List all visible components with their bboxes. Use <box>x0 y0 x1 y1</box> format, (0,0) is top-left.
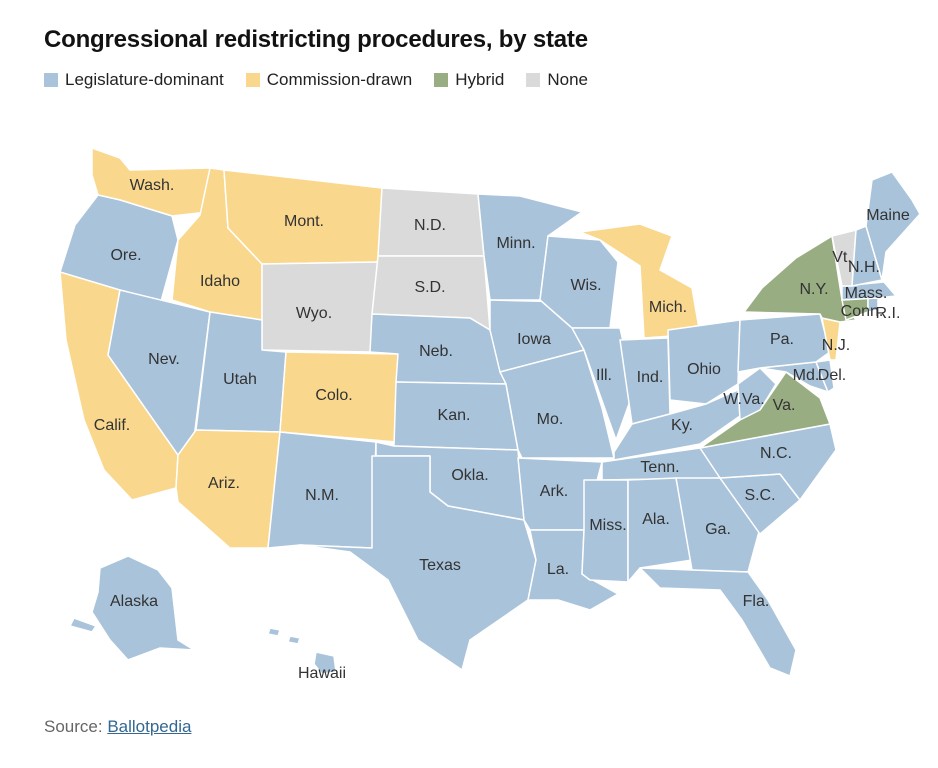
us-map: Wash. Ore. Calif. Nev. Idaho Mont. Wyo. … <box>59 147 921 682</box>
label-idaho: Idaho <box>200 273 240 290</box>
label-la: La. <box>547 561 569 578</box>
state-mich[interactable] <box>579 223 701 339</box>
label-okla: Okla. <box>451 467 488 484</box>
label-wva: W.Va. <box>723 391 765 408</box>
label-iowa: Iowa <box>517 331 551 348</box>
legend-swatch-none <box>526 73 541 87</box>
label-tenn: Tenn. <box>640 459 679 476</box>
label-kan: Kan. <box>438 407 471 424</box>
legend-item-commission: Commission-drawn <box>245 70 413 90</box>
label-mo: Mo. <box>537 411 564 428</box>
source-note: Source: Ballotpedia <box>44 717 191 737</box>
state-shapes <box>59 147 921 677</box>
legend-label-legislature: Legislature-dominant <box>65 70 224 89</box>
label-ala: Ala. <box>642 511 670 528</box>
label-nd: N.D. <box>414 217 446 234</box>
label-hawaii: Hawaii <box>298 665 346 682</box>
label-del: Del. <box>818 367 846 384</box>
legend-swatch-hybrid <box>434 73 449 87</box>
label-fla: Fla. <box>743 593 770 610</box>
state-hawaii-islands <box>267 627 301 645</box>
label-ny: N.Y. <box>799 281 828 298</box>
label-alaska: Alaska <box>110 593 158 610</box>
source-prefix: Source: <box>44 717 108 736</box>
label-ind: Ind. <box>637 369 664 386</box>
label-ill: Ill. <box>596 367 612 384</box>
state-ga[interactable] <box>675 477 761 573</box>
label-mass: Mass. <box>845 285 888 302</box>
label-ariz: Ariz. <box>208 475 240 492</box>
legend-label-commission: Commission-drawn <box>266 70 413 89</box>
state-alaska[interactable] <box>91 555 195 661</box>
label-ky: Ky. <box>671 417 693 434</box>
label-ark: Ark. <box>540 483 568 500</box>
state-ore[interactable] <box>59 194 179 306</box>
legend-item-legislature: Legislature-dominant <box>44 70 224 90</box>
state-mass[interactable] <box>841 281 897 301</box>
label-mont: Mont. <box>284 213 324 230</box>
state-ohio[interactable] <box>667 319 741 405</box>
state-alaska-islands <box>69 617 97 633</box>
label-ri: R.I. <box>876 305 901 322</box>
label-wis: Wis. <box>570 277 601 294</box>
label-ohio: Ohio <box>687 361 721 378</box>
label-conn: Conn. <box>841 303 884 320</box>
legend-label-none: None <box>547 70 589 89</box>
state-ill[interactable] <box>571 327 635 441</box>
label-va: Va. <box>773 397 796 414</box>
state-maine[interactable] <box>865 171 921 281</box>
legend-item-hybrid: Hybrid <box>434 70 504 90</box>
label-ga: Ga. <box>705 521 731 538</box>
label-ore: Ore. <box>110 247 141 264</box>
state-va[interactable] <box>699 371 831 449</box>
label-miss: Miss. <box>589 517 626 534</box>
label-sd: S.D. <box>414 279 445 296</box>
label-nh: N.H. <box>848 259 880 276</box>
label-texas: Texas <box>419 557 461 574</box>
label-wyo: Wyo. <box>296 305 332 322</box>
label-calif: Calif. <box>94 417 130 434</box>
legend-swatch-commission <box>245 73 260 87</box>
label-nev: Nev. <box>148 351 180 368</box>
legend-label-hybrid: Hybrid <box>455 70 505 89</box>
legend-swatch-legislature <box>44 73 58 87</box>
label-minn: Minn. <box>496 235 535 252</box>
map-title: Congressional redistricting procedures, … <box>44 26 588 53</box>
state-labels: Wash. Ore. Calif. Nev. Idaho Mont. Wyo. … <box>94 177 910 682</box>
label-nm: N.M. <box>305 487 339 504</box>
label-neb: Neb. <box>419 343 453 360</box>
label-maine: Maine <box>866 207 910 224</box>
source-link[interactable]: Ballotpedia <box>107 717 192 736</box>
label-wash: Wash. <box>130 177 175 194</box>
legend: Legislature-dominant Commission-drawn Hy… <box>44 70 610 90</box>
legend-item-none: None <box>526 70 588 90</box>
state-fla[interactable] <box>639 567 797 677</box>
label-vt: Vt. <box>832 249 852 266</box>
state-hawaii[interactable] <box>313 651 337 675</box>
label-mich: Mich. <box>649 299 687 316</box>
state-wash[interactable] <box>91 147 211 217</box>
label-sc: S.C. <box>744 487 775 504</box>
state-texas[interactable] <box>299 455 537 671</box>
label-nj: N.J. <box>822 337 850 354</box>
state-del[interactable] <box>815 359 835 393</box>
label-colo: Colo. <box>315 387 352 404</box>
state-ala[interactable] <box>627 477 693 583</box>
label-utah: Utah <box>223 371 257 388</box>
label-md: Md. <box>793 367 820 384</box>
label-nc: N.C. <box>760 445 792 462</box>
label-pa: Pa. <box>770 331 794 348</box>
